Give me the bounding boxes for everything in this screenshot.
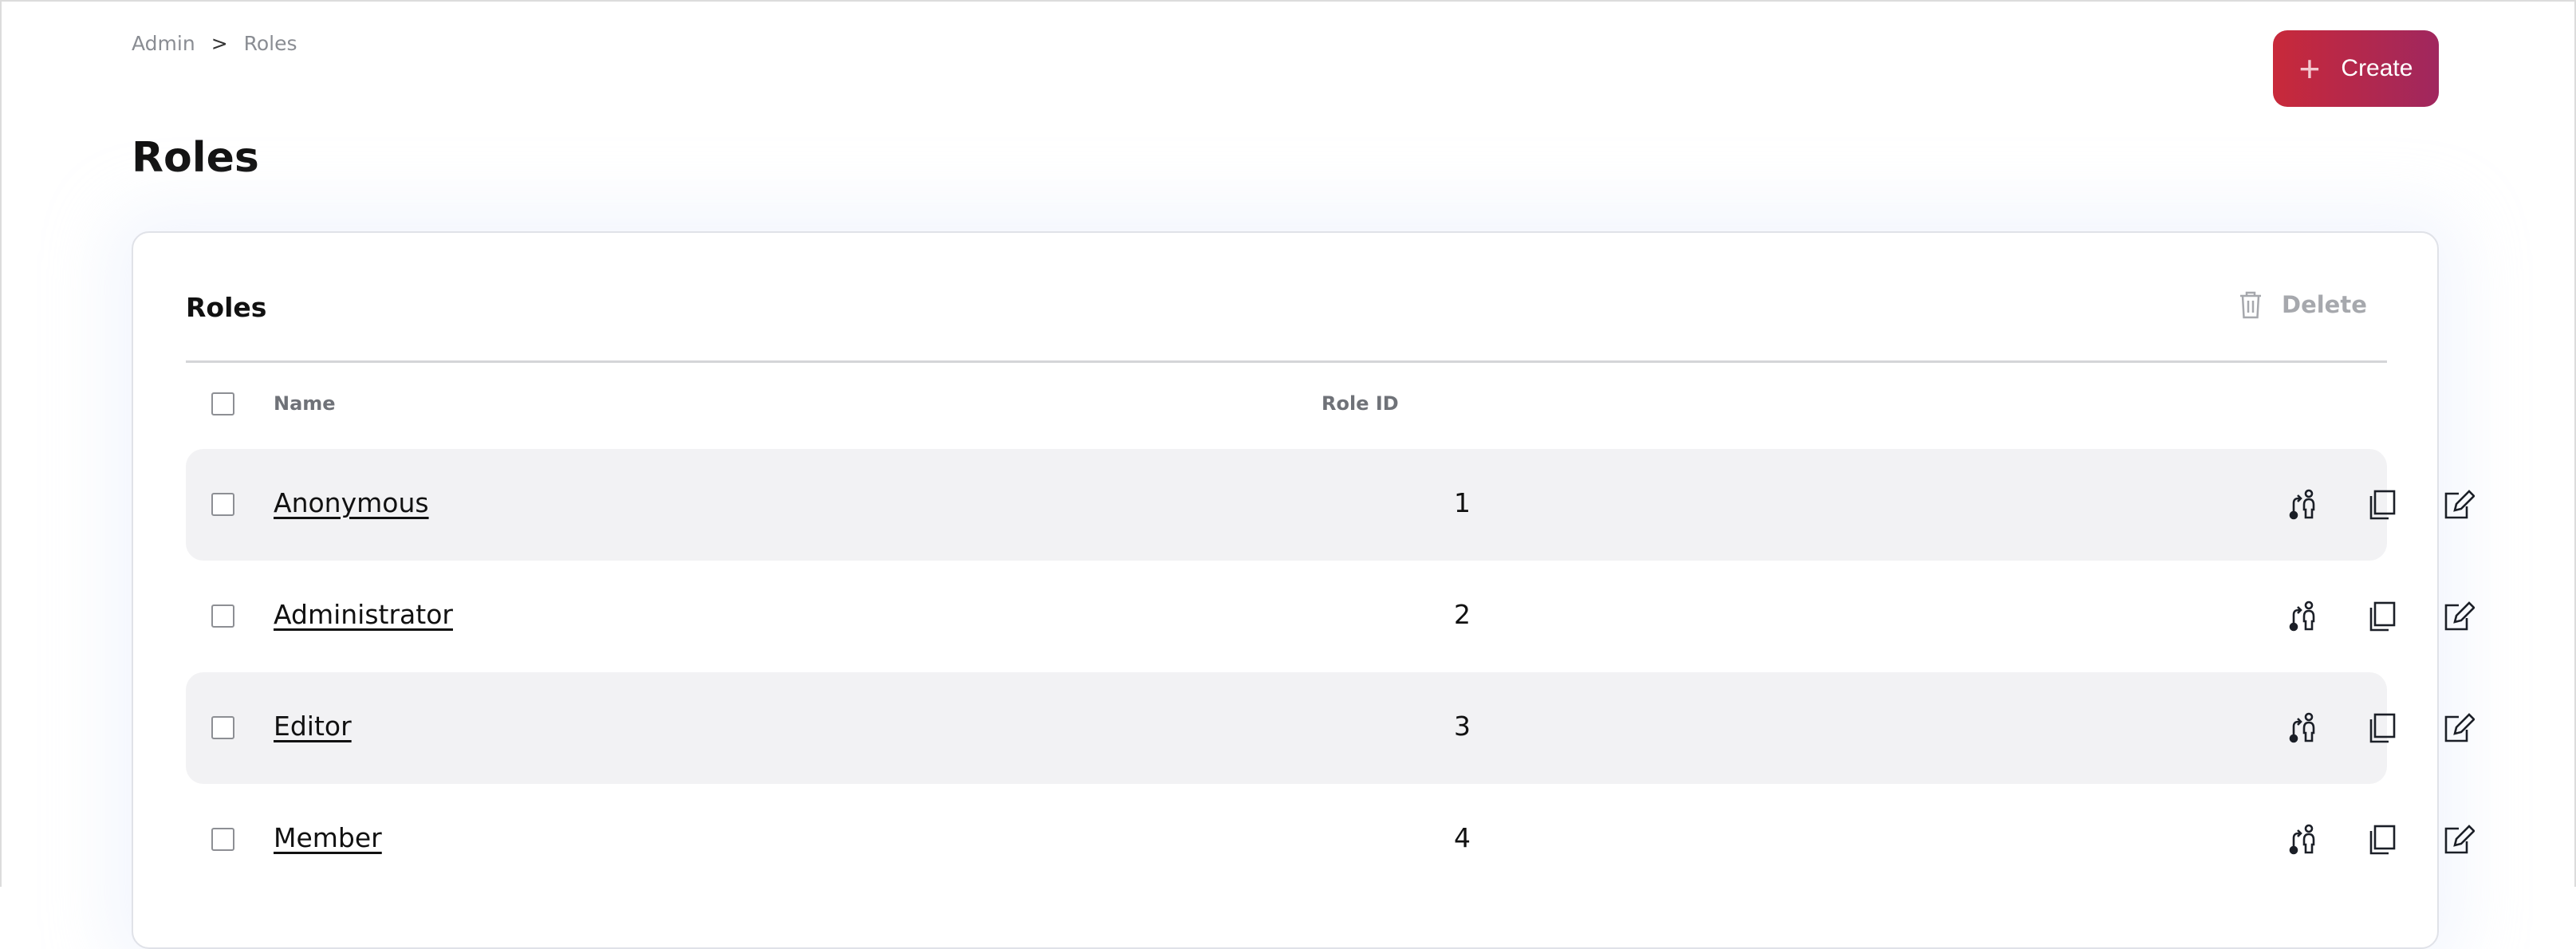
role-name-link[interactable]: Administrator <box>274 599 453 630</box>
row-checkbox[interactable] <box>211 604 234 628</box>
breadcrumb-roles: Roles <box>244 32 297 55</box>
row-checkbox[interactable] <box>211 828 234 851</box>
header-divider <box>186 360 2387 363</box>
select-all-checkbox[interactable] <box>211 392 234 415</box>
copy-icon[interactable] <box>2366 601 2398 632</box>
column-header-name[interactable]: Name <box>274 392 336 415</box>
card-title: Roles <box>186 292 266 323</box>
breadcrumb: Admin > Roles <box>132 32 297 55</box>
role-name-link[interactable]: Anonymous <box>274 487 429 518</box>
edit-icon[interactable] <box>2443 824 2475 856</box>
role-id: 1 <box>1454 487 1471 518</box>
role-id: 2 <box>1454 599 1471 630</box>
table-row: Member 4 <box>186 784 2387 896</box>
column-header-role-id[interactable]: Role ID <box>1321 392 1399 415</box>
table-row: Administrator 2 <box>186 561 2387 672</box>
edit-icon[interactable] <box>2443 712 2475 744</box>
table-row: Editor 3 <box>186 672 2387 784</box>
create-label: Create <box>2341 55 2413 82</box>
breadcrumb-separator: > <box>211 32 228 55</box>
assign-users-icon[interactable] <box>2288 601 2320 632</box>
copy-icon[interactable] <box>2366 712 2398 744</box>
role-id: 3 <box>1454 711 1471 742</box>
page-title: Roles <box>132 134 259 182</box>
row-checkbox[interactable] <box>211 716 234 739</box>
copy-icon[interactable] <box>2366 824 2398 856</box>
role-name-link[interactable]: Member <box>274 822 382 853</box>
table-row: Anonymous 1 <box>186 449 2387 561</box>
assign-users-icon[interactable] <box>2288 489 2320 521</box>
plus-icon: + <box>2299 50 2321 87</box>
trash-icon <box>2239 290 2263 319</box>
assign-users-icon[interactable] <box>2288 712 2320 744</box>
edit-icon[interactable] <box>2443 489 2475 521</box>
role-id: 4 <box>1454 822 1471 853</box>
role-name-link[interactable]: Editor <box>274 711 352 742</box>
copy-icon[interactable] <box>2366 489 2398 521</box>
roles-card: Roles Delete Name Role ID Anonymous 1 Ad… <box>132 231 2439 949</box>
create-button[interactable]: + Create <box>2273 30 2439 107</box>
edit-icon[interactable] <box>2443 601 2475 632</box>
row-checkbox[interactable] <box>211 493 234 516</box>
delete-button[interactable]: Delete <box>2239 290 2367 319</box>
assign-users-icon[interactable] <box>2288 824 2320 856</box>
breadcrumb-admin[interactable]: Admin <box>132 32 195 55</box>
delete-label: Delete <box>2282 291 2367 318</box>
